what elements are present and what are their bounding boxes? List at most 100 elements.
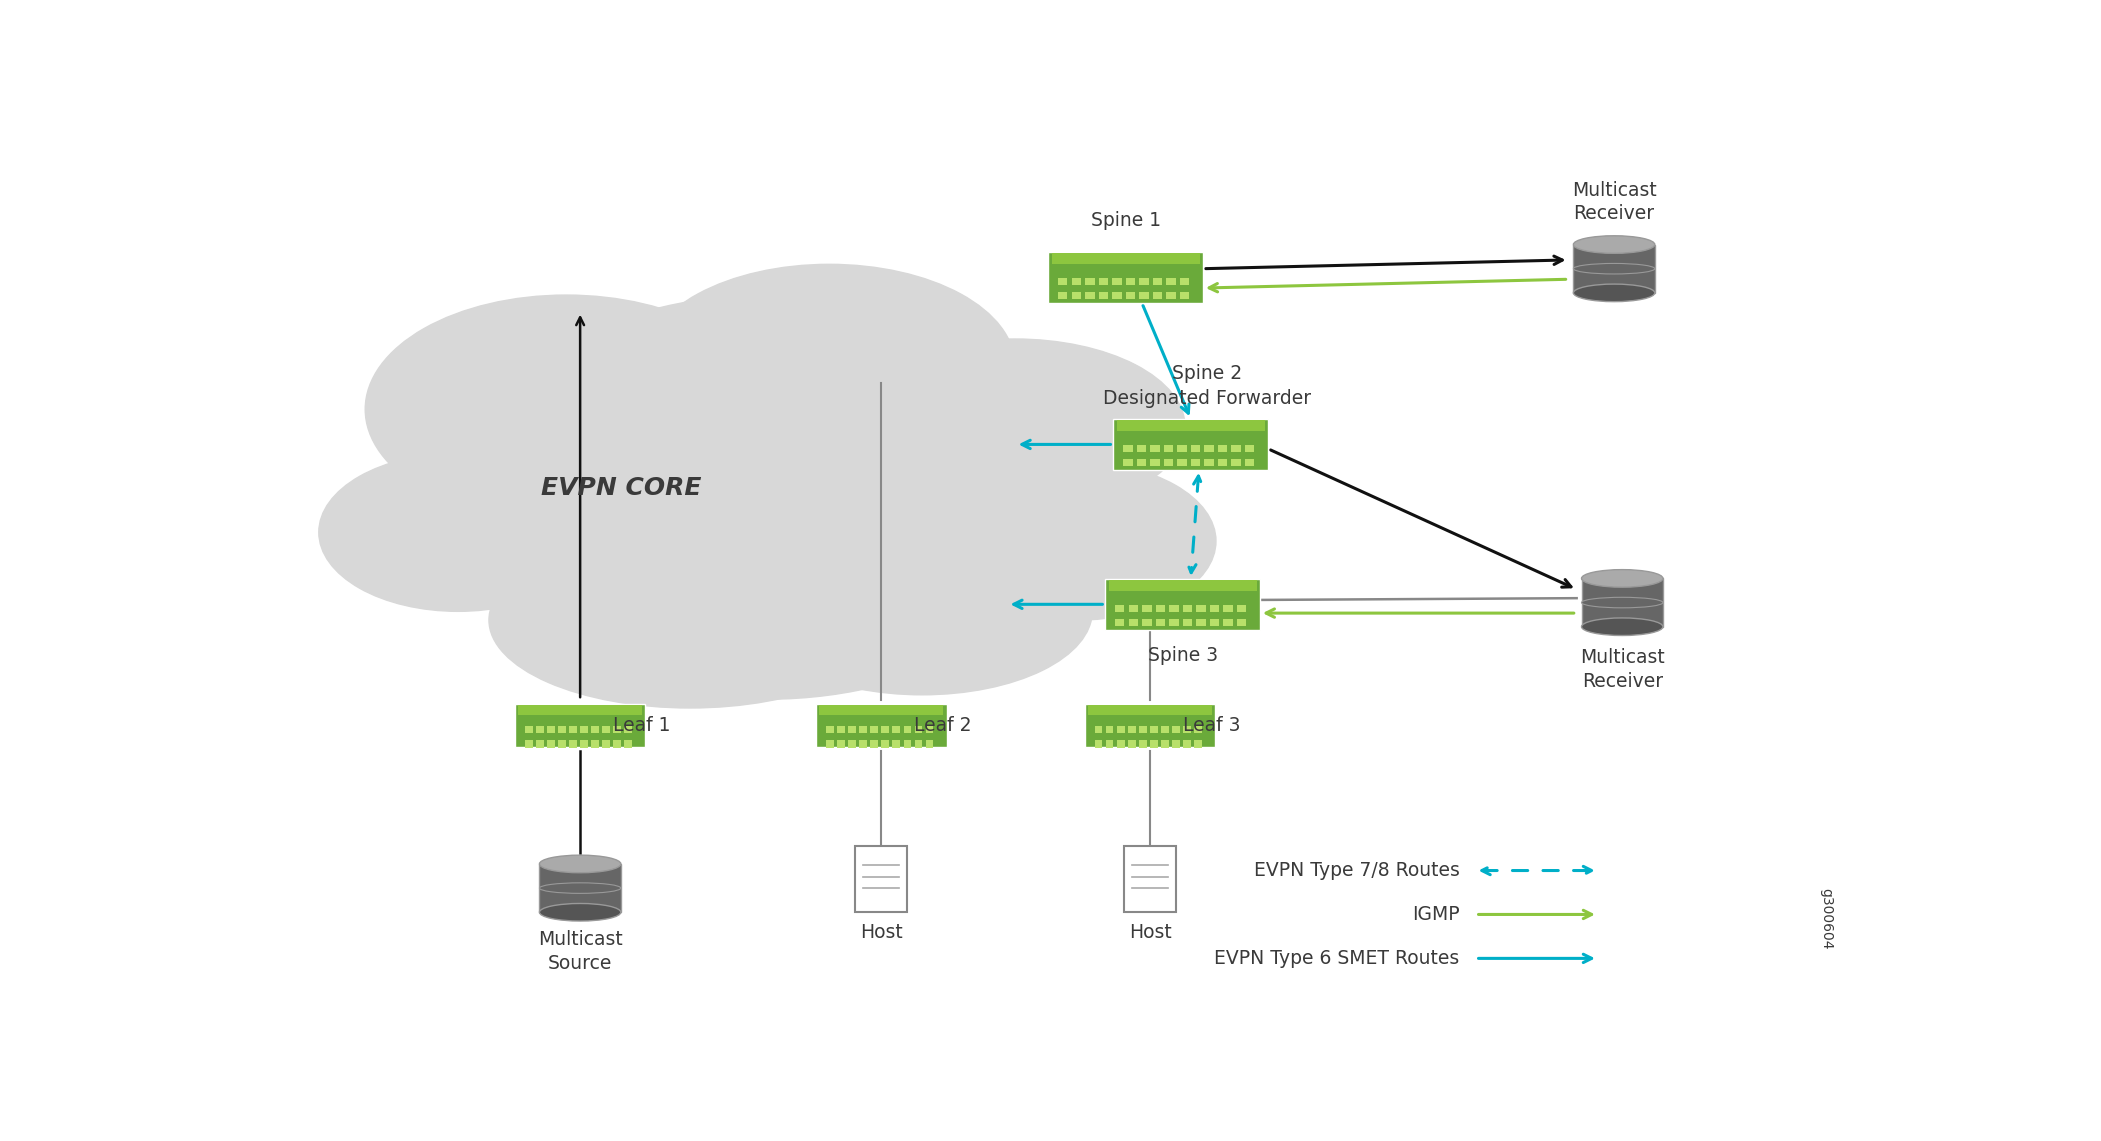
Bar — [1059, 278, 1067, 285]
Bar — [1162, 741, 1168, 747]
Bar — [1183, 741, 1191, 747]
Bar — [1164, 460, 1172, 467]
Bar — [1193, 727, 1202, 734]
Bar — [1153, 292, 1162, 299]
Text: Multicast
Receiver: Multicast Receiver — [1580, 648, 1664, 690]
Text: Leaf 2: Leaf 2 — [914, 717, 971, 735]
Bar — [1179, 278, 1189, 285]
Ellipse shape — [1574, 284, 1656, 301]
Ellipse shape — [366, 296, 767, 524]
Bar — [1105, 741, 1114, 747]
Bar — [1111, 278, 1122, 285]
FancyBboxPatch shape — [855, 847, 908, 913]
Text: Spine 2
Designated Forwarder: Spine 2 Designated Forwarder — [1103, 364, 1311, 408]
Bar — [580, 727, 588, 734]
Ellipse shape — [752, 528, 1093, 695]
Bar — [1582, 578, 1664, 626]
Bar — [519, 705, 643, 714]
Bar — [826, 727, 834, 734]
Bar — [1124, 445, 1132, 452]
Ellipse shape — [458, 296, 1076, 699]
Bar — [1153, 278, 1162, 285]
Bar — [1118, 727, 1124, 734]
Bar — [1193, 741, 1202, 747]
Bar — [525, 741, 532, 747]
Bar — [1116, 420, 1265, 431]
Bar — [836, 727, 845, 734]
Bar — [914, 727, 922, 734]
Bar — [569, 727, 578, 734]
Ellipse shape — [490, 532, 891, 707]
Bar — [1143, 620, 1151, 626]
Bar — [1095, 741, 1103, 747]
Bar — [859, 727, 868, 734]
Text: EVPN Type 6 SMET Routes: EVPN Type 6 SMET Routes — [1214, 949, 1460, 968]
Text: Host: Host — [1128, 923, 1172, 942]
Bar — [559, 727, 565, 734]
Bar — [1149, 460, 1160, 467]
Text: Leaf 1: Leaf 1 — [613, 717, 670, 735]
Text: Spine 3: Spine 3 — [1147, 646, 1219, 664]
Bar — [1137, 445, 1147, 452]
Bar — [1149, 741, 1158, 747]
Bar — [1183, 620, 1191, 626]
Bar — [1164, 445, 1172, 452]
Bar — [1237, 605, 1246, 613]
Bar — [1168, 620, 1179, 626]
Bar — [1237, 620, 1246, 626]
Ellipse shape — [643, 265, 1015, 467]
Bar — [859, 741, 868, 747]
Bar — [1116, 620, 1124, 626]
Bar — [1219, 460, 1227, 467]
Bar — [1162, 727, 1168, 734]
Text: EVPN Type 7/8 Routes: EVPN Type 7/8 Routes — [1254, 861, 1460, 880]
Bar — [870, 727, 878, 734]
Bar — [525, 727, 532, 734]
Bar — [1139, 741, 1147, 747]
Ellipse shape — [540, 855, 622, 873]
Bar — [819, 705, 943, 714]
Bar — [1183, 605, 1191, 613]
Bar — [1179, 292, 1189, 299]
Bar — [1059, 292, 1067, 299]
Bar — [1166, 278, 1177, 285]
Bar — [546, 727, 555, 734]
Bar — [914, 741, 922, 747]
Bar — [624, 727, 632, 734]
Bar — [1137, 460, 1147, 467]
Text: g300604: g300604 — [1819, 888, 1832, 949]
Bar — [536, 741, 544, 747]
Bar — [1099, 278, 1107, 285]
Bar — [1156, 605, 1166, 613]
Bar — [1183, 727, 1191, 734]
Bar — [1128, 620, 1139, 626]
Ellipse shape — [540, 904, 622, 921]
Bar — [1109, 580, 1256, 591]
Bar — [1195, 605, 1206, 613]
Bar — [1126, 292, 1135, 299]
Bar — [1072, 278, 1082, 285]
Bar — [1204, 445, 1214, 452]
Bar — [1084, 278, 1095, 285]
Bar — [546, 741, 555, 747]
Bar — [536, 727, 544, 734]
Bar — [1139, 292, 1149, 299]
Bar — [1177, 460, 1187, 467]
FancyBboxPatch shape — [515, 704, 645, 746]
Bar — [826, 741, 834, 747]
Bar — [1231, 460, 1242, 467]
FancyBboxPatch shape — [1124, 847, 1177, 913]
FancyBboxPatch shape — [1114, 419, 1269, 470]
Bar — [1177, 445, 1187, 452]
Bar — [590, 727, 599, 734]
Bar — [1149, 445, 1160, 452]
Bar — [1095, 727, 1103, 734]
Text: Spine 1: Spine 1 — [1090, 211, 1160, 230]
Ellipse shape — [937, 462, 1216, 621]
Bar — [1172, 741, 1181, 747]
Bar — [1574, 244, 1656, 293]
Bar — [1111, 292, 1122, 299]
Ellipse shape — [1582, 597, 1664, 608]
Bar — [1118, 741, 1124, 747]
FancyBboxPatch shape — [815, 704, 945, 746]
